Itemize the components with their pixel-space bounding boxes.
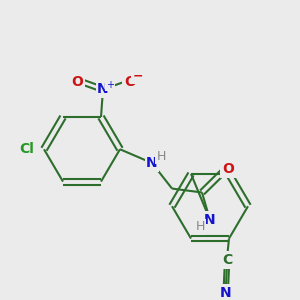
- Text: H: H: [156, 150, 166, 163]
- Text: N: N: [204, 213, 216, 227]
- Text: +: +: [106, 80, 114, 89]
- Text: O: O: [222, 162, 234, 176]
- Text: N: N: [97, 82, 109, 97]
- Text: H: H: [195, 220, 205, 233]
- Text: O: O: [71, 75, 83, 88]
- Text: −: −: [133, 69, 143, 82]
- Text: C: C: [222, 253, 232, 267]
- Text: N: N: [220, 286, 232, 300]
- Text: Cl: Cl: [19, 142, 34, 156]
- Text: N: N: [146, 156, 158, 170]
- Text: O: O: [124, 75, 136, 88]
